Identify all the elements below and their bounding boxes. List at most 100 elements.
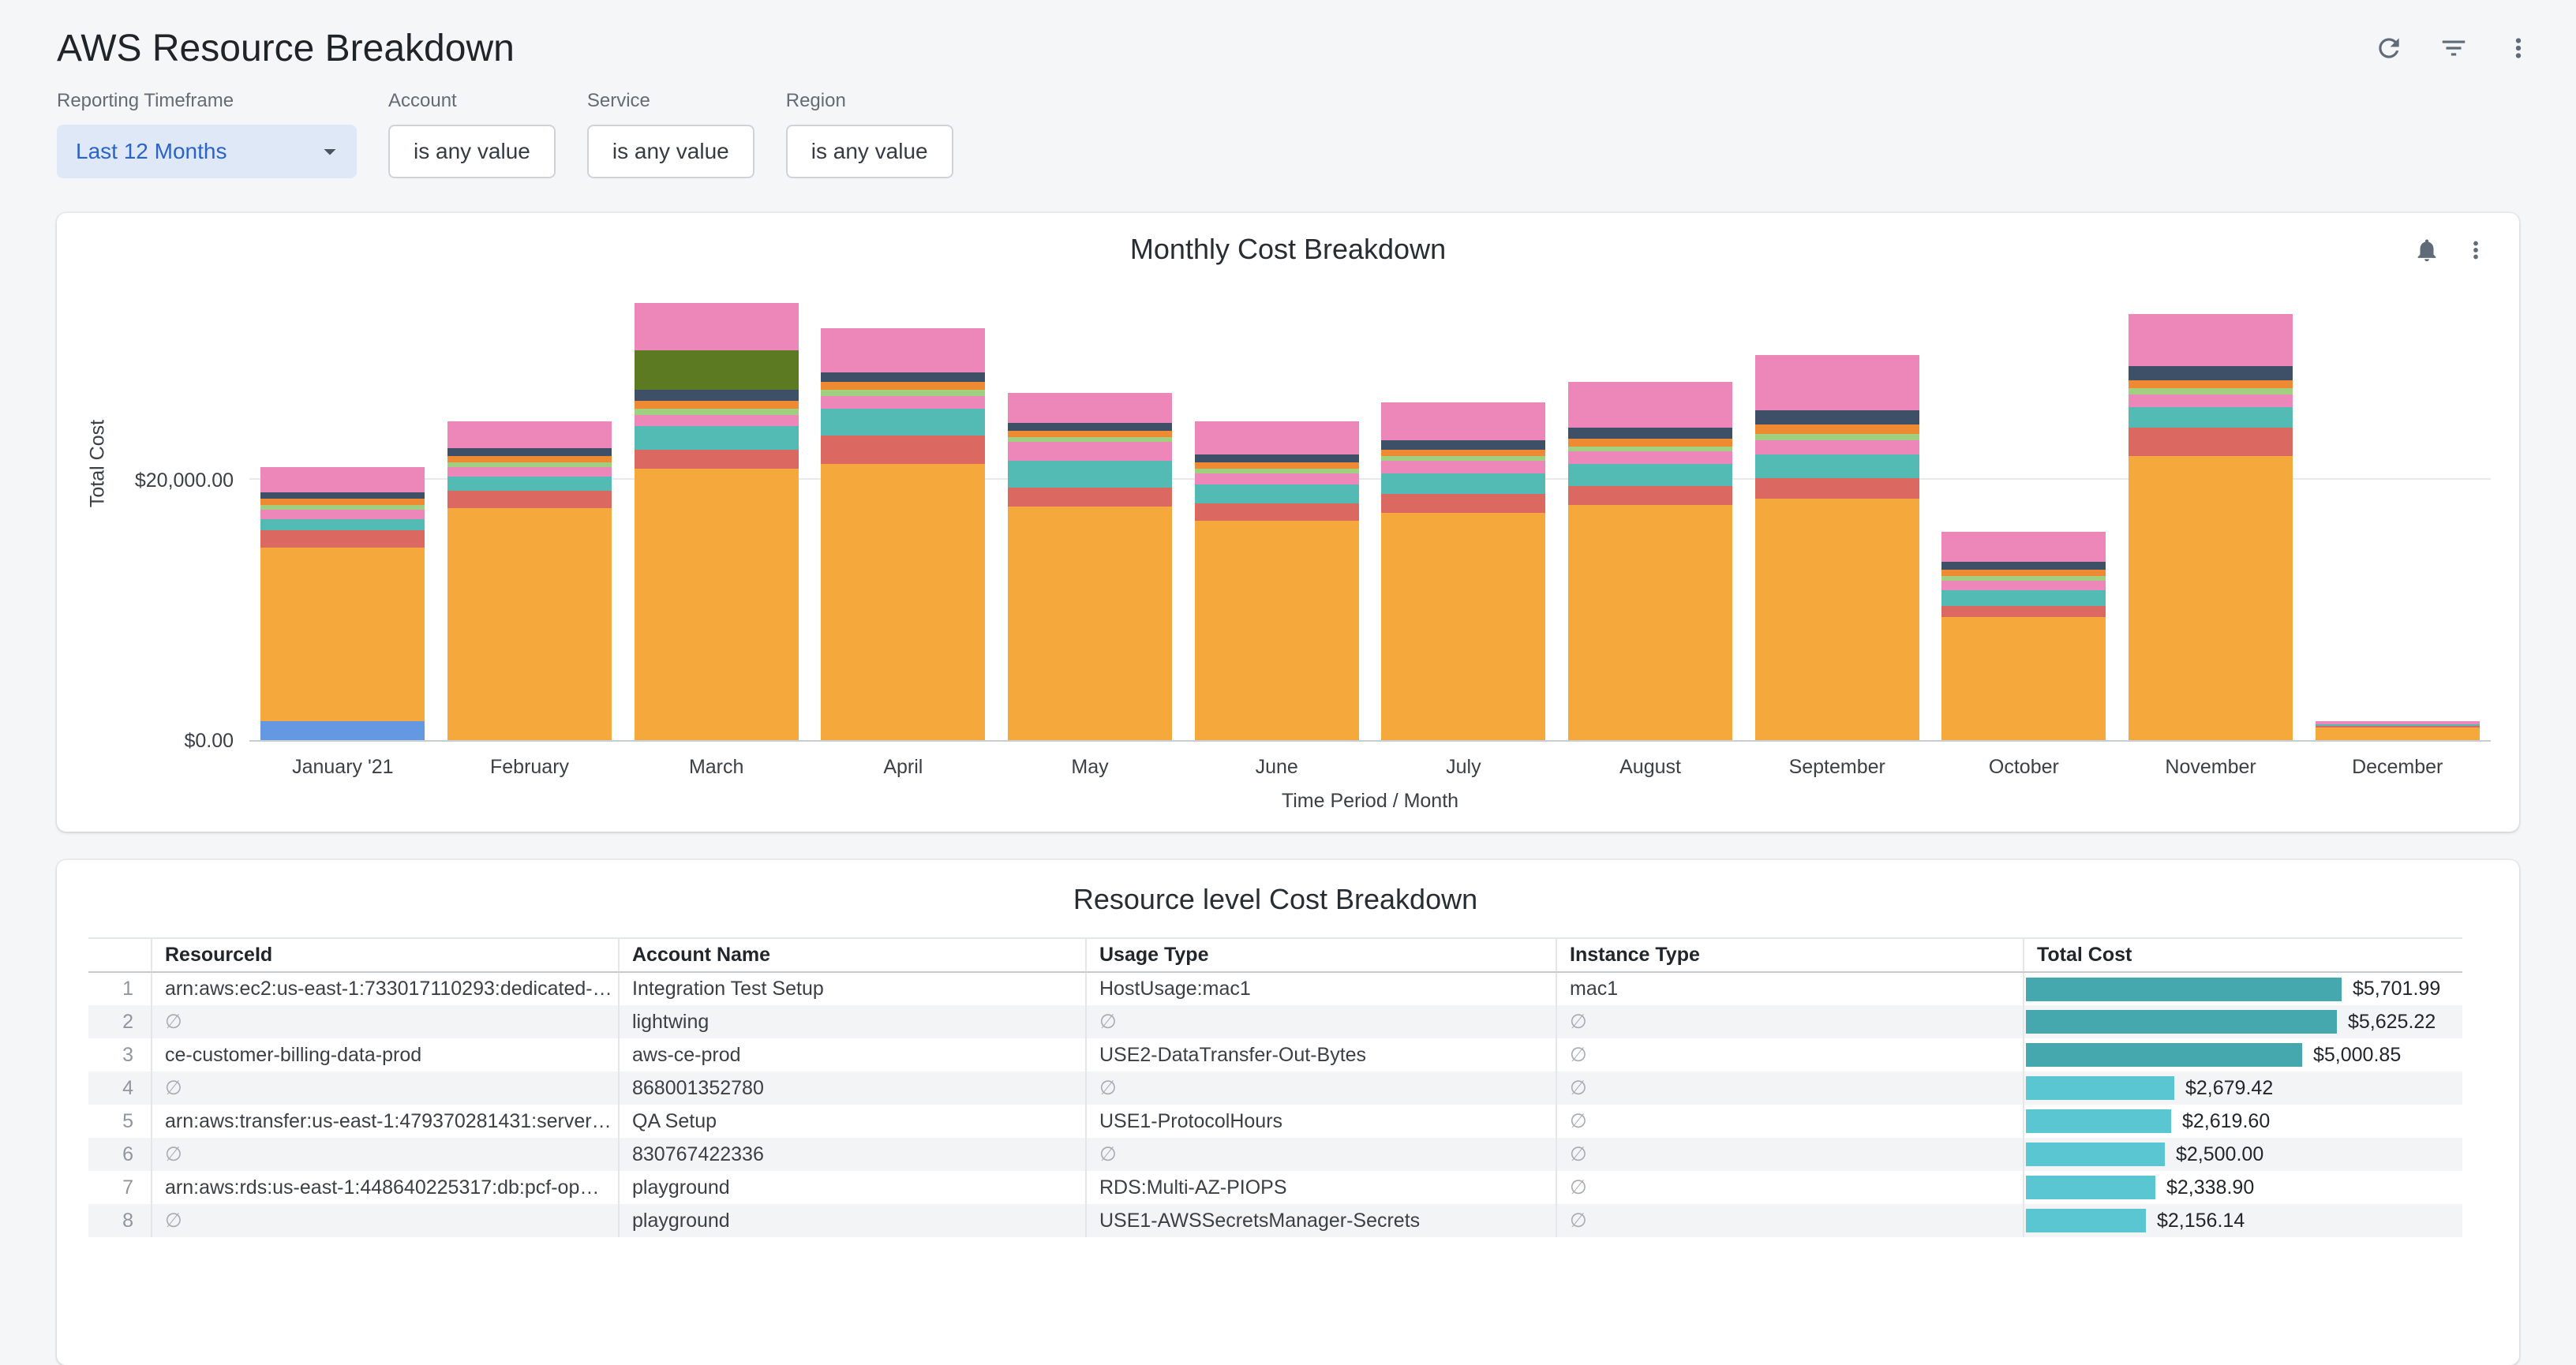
bar-segment[interactable] bbox=[635, 469, 799, 740]
bar-segment[interactable] bbox=[635, 409, 799, 415]
bar-segment[interactable] bbox=[1568, 451, 1732, 464]
bar-segment[interactable] bbox=[1195, 454, 1359, 462]
bar-segment[interactable] bbox=[447, 448, 612, 456]
bar-november[interactable] bbox=[2129, 314, 2293, 740]
dashboard-menu-button[interactable] bbox=[2496, 25, 2541, 71]
service-filter-button[interactable]: is any value bbox=[587, 125, 754, 178]
bar-segment[interactable] bbox=[1941, 581, 2106, 590]
bar-march[interactable] bbox=[635, 303, 799, 740]
bar-segment[interactable] bbox=[1381, 513, 1545, 740]
bar-segment[interactable] bbox=[1008, 442, 1172, 461]
bar-segment[interactable] bbox=[1381, 473, 1545, 494]
bar-september[interactable] bbox=[1755, 355, 1919, 740]
bar-october[interactable] bbox=[1941, 532, 2106, 740]
account-filter-button[interactable]: is any value bbox=[388, 125, 556, 178]
refresh-button[interactable] bbox=[2366, 25, 2412, 71]
bar-segment[interactable] bbox=[1568, 486, 1732, 505]
bar-segment[interactable] bbox=[2129, 407, 2293, 428]
bar-segment[interactable] bbox=[1755, 434, 1919, 440]
bar-segment[interactable] bbox=[635, 303, 799, 350]
bar-august[interactable] bbox=[1568, 382, 1732, 740]
bar-segment[interactable] bbox=[1568, 464, 1732, 486]
bar-segment[interactable] bbox=[1195, 521, 1359, 740]
bar-segment[interactable] bbox=[821, 396, 985, 409]
bar-segment[interactable] bbox=[1195, 484, 1359, 503]
bar-segment[interactable] bbox=[821, 328, 985, 372]
bar-segment[interactable] bbox=[1381, 461, 1545, 473]
alert-bell-button[interactable] bbox=[2406, 229, 2448, 271]
bar-segment[interactable] bbox=[1941, 617, 2106, 740]
bar-segment[interactable] bbox=[1195, 503, 1359, 521]
bar-segment[interactable] bbox=[635, 350, 799, 390]
bar-segment[interactable] bbox=[2129, 395, 2293, 407]
bar-segment[interactable] bbox=[260, 510, 425, 519]
bar-segment[interactable] bbox=[821, 390, 985, 396]
bar-segment[interactable] bbox=[1568, 428, 1732, 439]
bar-december[interactable] bbox=[2316, 721, 2480, 740]
bar-july[interactable] bbox=[1381, 402, 1545, 740]
bar-segment[interactable] bbox=[821, 382, 985, 390]
bar-segment[interactable] bbox=[2129, 380, 2293, 388]
bar-segment[interactable] bbox=[1755, 478, 1919, 499]
bar-segment[interactable] bbox=[635, 426, 799, 450]
bar-june[interactable] bbox=[1195, 421, 1359, 740]
bar-segment[interactable] bbox=[1755, 440, 1919, 454]
bar-segment[interactable] bbox=[1568, 439, 1732, 447]
column-header[interactable]: Total Cost bbox=[2024, 938, 2462, 972]
timeframe-dropdown[interactable]: Last 12 Months bbox=[57, 125, 357, 178]
region-filter-button[interactable]: is any value bbox=[786, 125, 953, 178]
bar-segment[interactable] bbox=[635, 401, 799, 409]
bar-segment[interactable] bbox=[1008, 488, 1172, 507]
bar-segment[interactable] bbox=[1755, 499, 1919, 740]
bar-segment[interactable] bbox=[821, 409, 985, 436]
bar-april[interactable] bbox=[821, 328, 985, 740]
bar-segment[interactable] bbox=[2316, 727, 2480, 740]
bar-segment[interactable] bbox=[447, 491, 612, 508]
bar-segment[interactable] bbox=[635, 415, 799, 426]
bar-segment[interactable] bbox=[2129, 456, 2293, 740]
bar-segment[interactable] bbox=[2129, 388, 2293, 395]
bar-segment[interactable] bbox=[260, 467, 425, 492]
bar-segment[interactable] bbox=[1381, 402, 1545, 440]
bar-may[interactable] bbox=[1008, 393, 1172, 740]
bar-segment[interactable] bbox=[2129, 314, 2293, 366]
bar-segment[interactable] bbox=[1381, 440, 1545, 450]
column-header[interactable]: ResourceId bbox=[152, 938, 619, 972]
bar-segment[interactable] bbox=[260, 519, 425, 530]
bar-segment[interactable] bbox=[1008, 461, 1172, 488]
bar-segment[interactable] bbox=[1381, 494, 1545, 513]
bar-segment[interactable] bbox=[260, 548, 425, 721]
bar-segment[interactable] bbox=[821, 372, 985, 382]
bar-segment[interactable] bbox=[821, 464, 985, 740]
bar-segment[interactable] bbox=[1941, 532, 2106, 562]
bar-segment[interactable] bbox=[1755, 424, 1919, 434]
bar-segment[interactable] bbox=[1941, 562, 2106, 570]
bar-segment[interactable] bbox=[1755, 410, 1919, 424]
bar-segment[interactable] bbox=[2129, 366, 2293, 380]
bar-segment[interactable] bbox=[447, 477, 612, 491]
bar-segment[interactable] bbox=[821, 436, 985, 464]
bar-segment[interactable] bbox=[447, 421, 612, 448]
bar-segment[interactable] bbox=[1195, 462, 1359, 469]
bar-segment[interactable] bbox=[1008, 507, 1172, 740]
bar-segment[interactable] bbox=[447, 508, 612, 740]
bar-segment[interactable] bbox=[1755, 355, 1919, 410]
column-header[interactable]: Account Name bbox=[619, 938, 1086, 972]
bar-segment[interactable] bbox=[635, 450, 799, 469]
tile-menu-button[interactable] bbox=[2454, 229, 2497, 271]
bar-segment[interactable] bbox=[1008, 431, 1172, 437]
bar-segment[interactable] bbox=[260, 499, 425, 505]
bar-segment[interactable] bbox=[635, 390, 799, 401]
bar-segment[interactable] bbox=[447, 467, 612, 477]
bar-january-21[interactable] bbox=[260, 467, 425, 740]
bar-segment[interactable] bbox=[1568, 505, 1732, 740]
bar-segment[interactable] bbox=[1755, 454, 1919, 478]
column-header[interactable]: Instance Type bbox=[1556, 938, 2024, 972]
bar-segment[interactable] bbox=[260, 530, 425, 548]
bar-segment[interactable] bbox=[260, 492, 425, 499]
bar-segment[interactable] bbox=[1568, 382, 1732, 428]
filter-toggle-button[interactable] bbox=[2431, 25, 2477, 71]
bar-segment[interactable] bbox=[1941, 590, 2106, 606]
column-header[interactable]: Usage Type bbox=[1086, 938, 1556, 972]
bar-segment[interactable] bbox=[1941, 570, 2106, 576]
